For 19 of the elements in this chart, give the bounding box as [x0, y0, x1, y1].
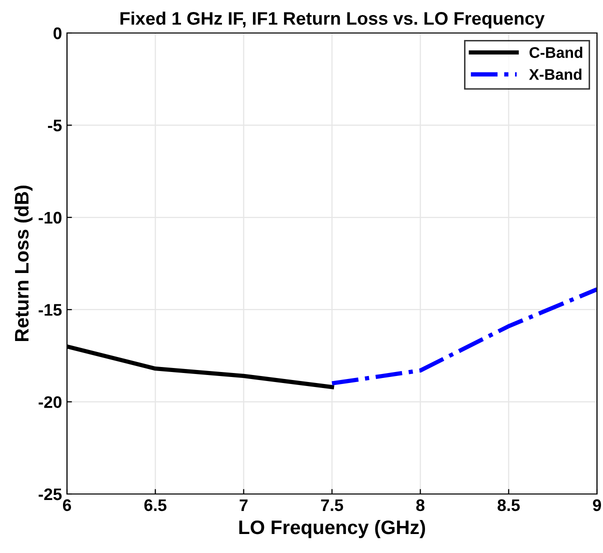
y-tick-label: 0 — [54, 27, 62, 40]
x-tick-label: 7.5 — [321, 499, 344, 512]
y-tick-label: -25 — [38, 488, 62, 500]
x-tick-label: 7 — [240, 499, 248, 511]
x-tick-label: 9 — [592, 499, 602, 512]
y-tick-label: -5 — [48, 120, 62, 132]
x-axis-title: LO Frequency (GHz) — [239, 520, 426, 538]
y-tick-label: -20 — [38, 396, 62, 408]
y-tick-label: -10 — [38, 212, 62, 224]
y-tick-label: -15 — [38, 304, 62, 316]
chart-title: Fixed 1 GHz IF, IF1 Return Loss vs. LO Frequency — [120, 12, 545, 28]
x-tick-label: 8 — [416, 499, 424, 512]
x-tick-label: 6 — [62, 499, 72, 512]
legend-label: C-Band — [530, 46, 582, 58]
x-tick-label: 8.5 — [498, 499, 520, 512]
x-tick-label: 6.5 — [144, 499, 166, 512]
legend-label: X-Band — [529, 68, 582, 80]
y-axis-title: Return Loss (dB) — [14, 186, 32, 342]
line-series — [330, 287, 597, 386]
